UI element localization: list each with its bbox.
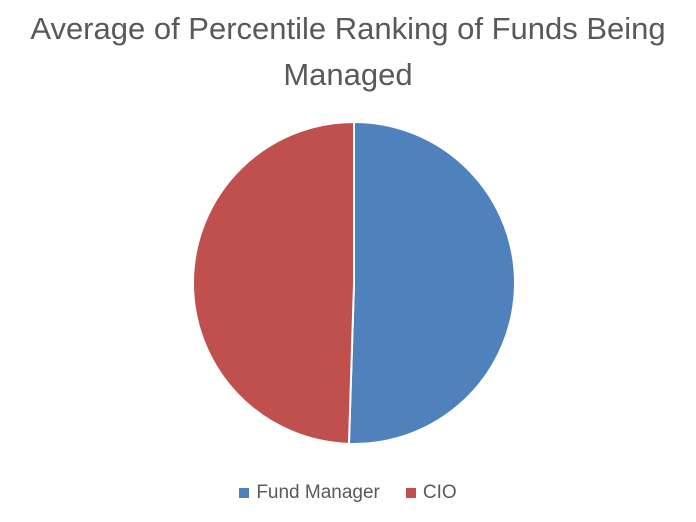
legend-item-cio: CIO: [405, 482, 457, 504]
pie-slices: [192, 120, 516, 445]
legend-label-fund-manager: Fund Manager: [256, 482, 380, 503]
pie-slice-cio: [192, 120, 355, 445]
legend-item-fund-manager: Fund Manager: [239, 482, 380, 504]
legend-swatch-cio: [405, 488, 416, 498]
pie-slice-fund-manager: [347, 120, 516, 445]
chart-title: Average of Percentile Ranking of Funds B…: [30, 11, 666, 92]
legend-label-cio: CIO: [422, 482, 457, 503]
legend: Fund Manager CIO: [0, 482, 696, 504]
legend-swatch-fund-manager: [239, 488, 250, 498]
